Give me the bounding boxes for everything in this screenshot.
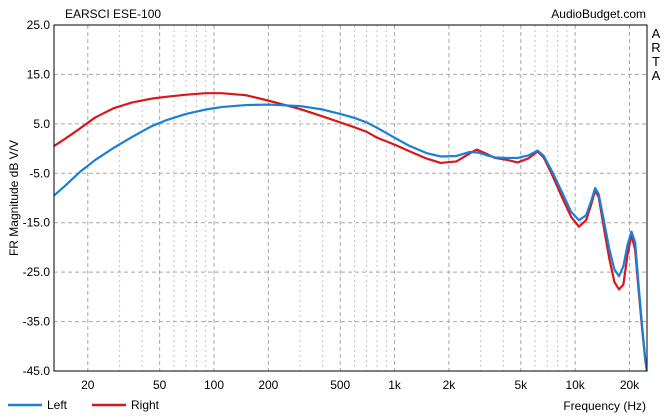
x-tick-labels: 20 50 100 200 500 1k 2k 5k 10k 20k xyxy=(81,378,640,392)
y-tick-label: -15.0 xyxy=(23,216,51,230)
y-tick-label: -25.0 xyxy=(23,265,51,279)
y-tick-label: -5.0 xyxy=(29,166,50,180)
series-line-left xyxy=(54,103,647,371)
chart-title: EARSCI ESE-100 xyxy=(65,7,161,21)
x-tick-label: 100 xyxy=(204,378,224,392)
y-tick-label: 5.0 xyxy=(33,117,50,131)
plot-frame xyxy=(53,24,648,372)
x-tick-label: 200 xyxy=(258,378,278,392)
legend-label-left: Left xyxy=(47,398,68,412)
y-tick-label: 15.0 xyxy=(27,67,51,81)
x-tick-label: 20k xyxy=(620,378,640,392)
series-line-right xyxy=(54,92,647,371)
y-tick-label: 25.0 xyxy=(27,18,51,32)
x-tick-label: 1k xyxy=(388,378,402,392)
x-axis-label: Frequency (Hz) xyxy=(563,399,646,413)
y-tick-label: -35.0 xyxy=(23,315,51,329)
x-tick-label: 10k xyxy=(565,378,585,392)
watermark-text: AudioBudget.com xyxy=(551,7,646,21)
x-tick-label: 5k xyxy=(514,378,528,392)
x-tick-label: 50 xyxy=(153,378,167,392)
x-tick-label: 20 xyxy=(81,378,95,392)
legend: Left Right xyxy=(8,398,160,412)
x-tick-label: 2k xyxy=(443,378,457,392)
grid-lines xyxy=(54,25,647,371)
series-layer xyxy=(54,92,647,371)
y-tick-labels: 25.0 15.0 5.0 -5.0 -15.0 -25.0 -35.0 -45.0 xyxy=(23,18,51,378)
y-axis-label: FR Magnitude dB V/V xyxy=(7,140,21,256)
x-tick-label: 500 xyxy=(330,378,350,392)
legend-label-right: Right xyxy=(131,398,160,412)
y-tick-label: -45.0 xyxy=(23,364,51,378)
